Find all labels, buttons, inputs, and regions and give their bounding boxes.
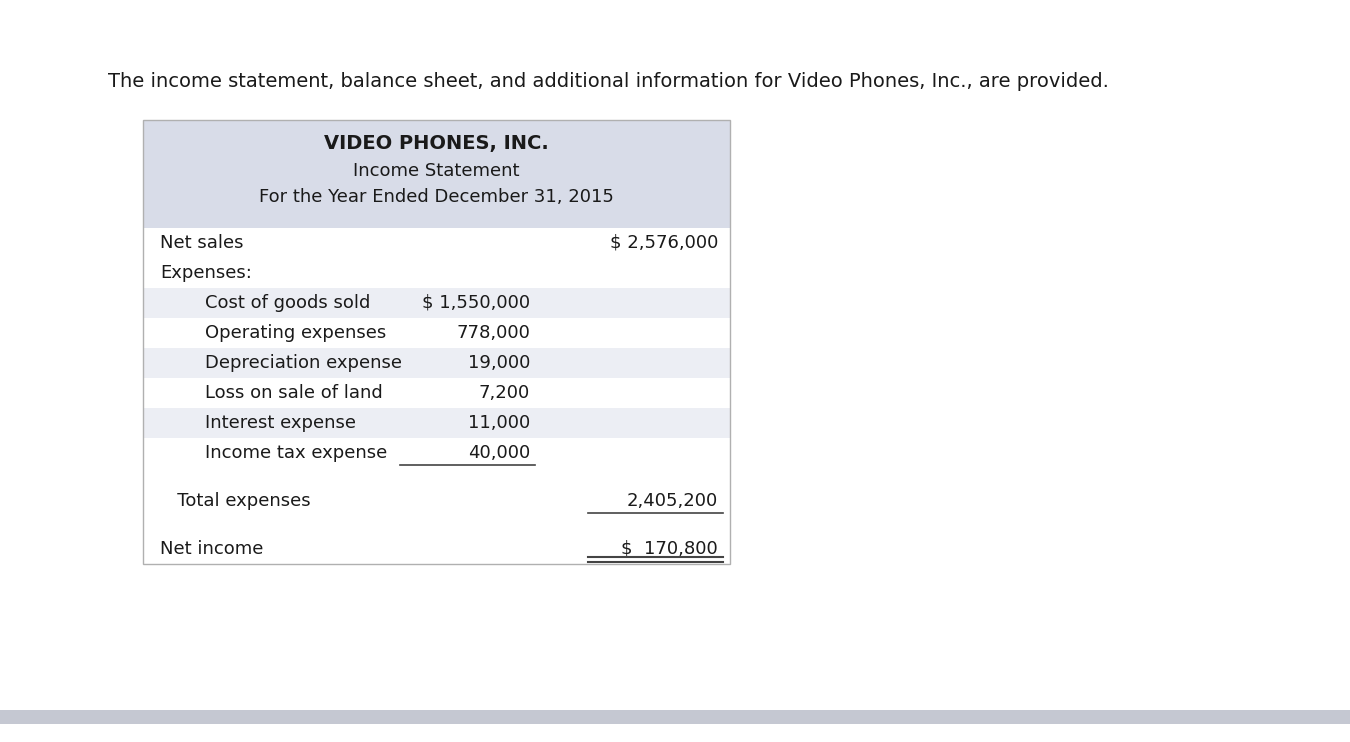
Text: 19,000: 19,000 [467,354,531,372]
Text: $ 1,550,000: $ 1,550,000 [421,294,531,312]
Text: Net income: Net income [161,540,263,558]
Text: For the Year Ended December 31, 2015: For the Year Ended December 31, 2015 [259,188,614,206]
Text: 2,405,200: 2,405,200 [626,492,718,510]
Text: Total expenses: Total expenses [161,492,310,510]
Text: Depreciation expense: Depreciation expense [205,354,402,372]
Text: Operating expenses: Operating expenses [205,324,386,342]
Text: 40,000: 40,000 [467,444,531,462]
Bar [143,288,730,318]
Text: The income statement, balance sheet, and additional information for Video Phones: The income statement, balance sheet, and… [108,72,1108,91]
Text: $  170,800: $ 170,800 [621,540,718,558]
Text: 7,200: 7,200 [479,384,531,402]
Text: $ 2,576,000: $ 2,576,000 [610,234,718,252]
Text: VIDEO PHONES, INC.: VIDEO PHONES, INC. [324,134,549,153]
Bar [143,348,730,378]
Text: Interest expense: Interest expense [205,414,356,432]
Bar [143,120,730,228]
Text: 778,000: 778,000 [456,324,531,342]
Bar [0,710,1350,724]
Text: 11,000: 11,000 [467,414,531,432]
Bar [143,120,730,564]
Text: Cost of goods sold: Cost of goods sold [205,294,370,312]
Text: Net sales: Net sales [161,234,243,252]
Text: Income tax expense: Income tax expense [205,444,387,462]
Bar [143,408,730,438]
Text: Loss on sale of land: Loss on sale of land [205,384,383,402]
Text: Income Statement: Income Statement [354,162,520,180]
Text: Expenses:: Expenses: [161,264,252,282]
